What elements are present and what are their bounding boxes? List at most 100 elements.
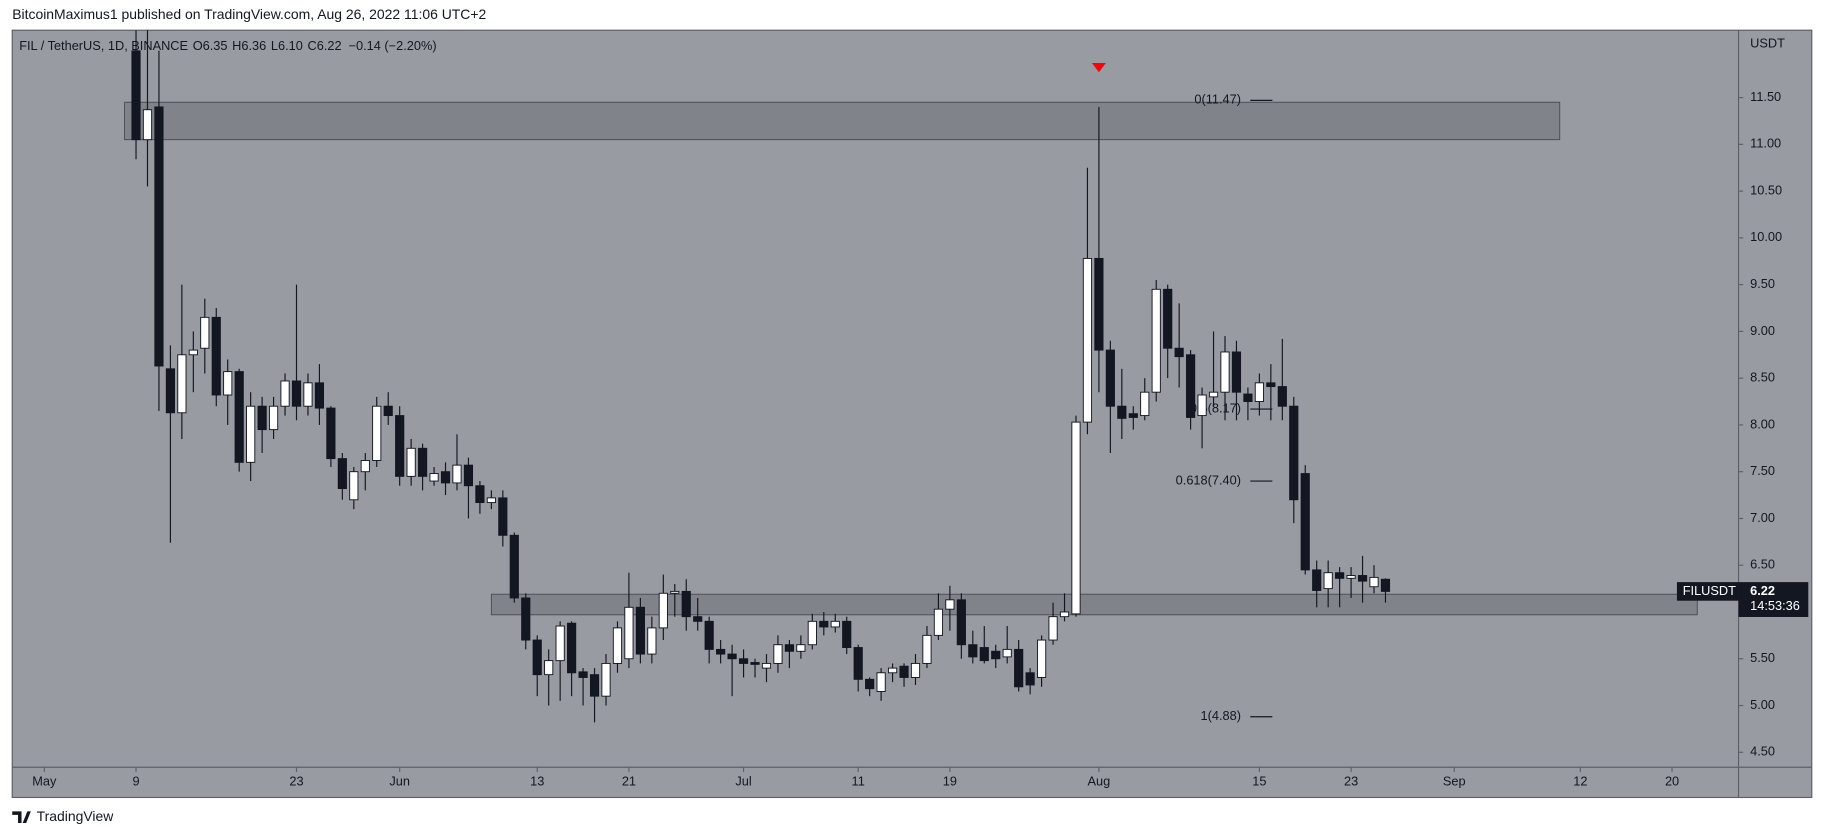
candle-body-up <box>1208 391 1219 398</box>
candle-body-up <box>429 473 439 482</box>
x-tick-label: Jun <box>389 774 410 789</box>
candle-body-down <box>842 620 852 648</box>
candle-body-up <box>612 627 623 664</box>
candle-body-up <box>1197 394 1207 417</box>
candle-body-down <box>1105 349 1115 407</box>
candle-body-up <box>624 606 634 660</box>
candle-body-up <box>280 380 290 407</box>
price-zone <box>490 593 1698 616</box>
ohlc-key: L <box>271 38 278 53</box>
candle-body-down <box>991 650 1001 660</box>
candle-body-down <box>521 597 531 641</box>
last-price-bg <box>1738 582 1809 617</box>
candle-body-down <box>498 497 508 536</box>
candle-body-down <box>532 639 542 676</box>
y-tick-label: 4.50 <box>1750 744 1775 759</box>
candle-body-down <box>337 458 347 489</box>
candle-body-down <box>865 678 875 690</box>
candle-body-down <box>509 534 519 599</box>
candle-body-down <box>314 382 325 409</box>
ohlc-value: 6.22 <box>317 38 342 53</box>
x-tick-label: May <box>32 774 57 789</box>
candle-body-down <box>784 644 795 652</box>
ohlc-key: C <box>308 38 317 53</box>
candle-body-down <box>704 620 714 650</box>
candle-body-down <box>681 590 691 618</box>
y-tick-label: 8.00 <box>1750 416 1775 431</box>
candle-body-down <box>1312 569 1322 591</box>
candle-body-down <box>257 405 267 431</box>
symbol-title: FIL / TetherUS, 1D, BINANCE <box>19 38 188 53</box>
candle-body-up <box>647 627 657 655</box>
high-marker <box>1091 62 1106 73</box>
y-tick-label: 9.50 <box>1750 276 1775 291</box>
candle-body-up <box>922 634 932 664</box>
last-price: 6.22 <box>1750 583 1775 598</box>
candle-body-up <box>1254 382 1264 403</box>
candle-body-down <box>1117 405 1127 419</box>
candle-body-down <box>956 599 966 646</box>
candle-body-up <box>1048 616 1058 641</box>
candle-body-down <box>853 647 863 680</box>
candle-body-up <box>1140 391 1150 417</box>
countdown: 14:53:36 <box>1750 598 1800 613</box>
plot-area: 0(11.47)0.5(8.17)0.618(7.40)1(4.88) <box>124 30 1698 723</box>
candle-body-down <box>1025 672 1035 686</box>
candle-body-up <box>555 625 565 662</box>
candle-body-up <box>406 447 416 477</box>
y-tick-label: 10.00 <box>1750 229 1782 244</box>
symbol-label: FILUSDT <box>1683 583 1736 598</box>
candle-body-down <box>1335 572 1345 579</box>
candle-body-up <box>830 620 840 628</box>
candle-body-down <box>1300 473 1310 571</box>
candle-body-up <box>142 109 153 141</box>
candle-body-down <box>979 647 989 662</box>
ohlc-key: H <box>232 38 241 53</box>
ohlc-value: 6.35 <box>203 38 228 53</box>
y-tick-label: 11.00 <box>1750 136 1781 151</box>
candle-body-down <box>578 671 588 678</box>
candle-body-down <box>1266 382 1276 388</box>
candle-body-up <box>486 497 496 504</box>
candle-body-up <box>1002 648 1012 658</box>
candle-body-down <box>819 620 829 628</box>
y-tick-label: 8.50 <box>1750 370 1775 385</box>
ohlc-value: 6.10 <box>278 38 303 53</box>
candle-body-up <box>544 660 554 676</box>
candle-body-down <box>750 662 760 665</box>
candle-body-up <box>910 662 921 678</box>
candle-body-down <box>165 368 176 414</box>
candle-body-up <box>1220 351 1230 393</box>
footer-brand: TradingView <box>37 808 115 824</box>
fib-level-label: 1(4.88) <box>1201 708 1241 723</box>
ohlc-value: 6.36 <box>241 38 266 53</box>
publisher-header: BitcoinMaximus1 published on TradingView… <box>12 6 486 22</box>
y-tick-label: 6.50 <box>1750 557 1775 572</box>
x-tick-label: Jul <box>735 774 751 789</box>
chart-panel <box>11 29 1813 799</box>
candle-body-up <box>670 590 680 594</box>
candle-body-down <box>383 405 393 417</box>
candle-body-down <box>1174 347 1184 358</box>
candle-body-up <box>933 608 944 636</box>
candle-body-up <box>773 644 783 664</box>
price-change: −0.14 (−2.20%) <box>349 38 437 53</box>
y-tick-label: 5.50 <box>1750 650 1775 665</box>
candle-body-down <box>899 665 909 678</box>
candle-body-up <box>1037 639 1047 678</box>
candle-body-up <box>268 405 279 431</box>
candle-body-down <box>738 658 749 664</box>
candle-body-down <box>326 407 336 460</box>
ohlc-key: O <box>193 38 203 53</box>
candle-body-up <box>945 599 955 610</box>
candle-body-down <box>131 50 141 141</box>
x-tick-label: 12 <box>1573 774 1587 789</box>
candle-body-up <box>1369 576 1379 588</box>
candle-body-down <box>727 653 737 660</box>
y-tick-label: 7.50 <box>1750 463 1775 478</box>
x-tick-label: 23 <box>289 774 303 789</box>
candle-body-up <box>761 662 772 669</box>
x-tick-label: Sep <box>1443 774 1466 789</box>
candle-body-down <box>1231 351 1242 393</box>
candle-body-down <box>635 606 645 655</box>
